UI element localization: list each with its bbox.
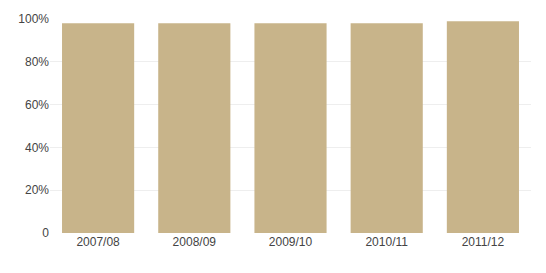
svg-text:0: 0	[42, 226, 49, 240]
svg-text:60%: 60%	[25, 98, 49, 112]
svg-text:20%: 20%	[25, 183, 49, 197]
svg-text:2009/10: 2009/10	[269, 235, 313, 249]
svg-text:2008/09: 2008/09	[173, 235, 217, 249]
svg-text:40%: 40%	[25, 141, 49, 155]
svg-text:2010/11: 2010/11	[365, 235, 408, 249]
svg-text:100%: 100%	[18, 12, 49, 26]
svg-text:2007/08: 2007/08	[76, 235, 120, 249]
svg-text:2011/12: 2011/12	[462, 235, 505, 249]
svg-text:80%: 80%	[25, 55, 49, 69]
